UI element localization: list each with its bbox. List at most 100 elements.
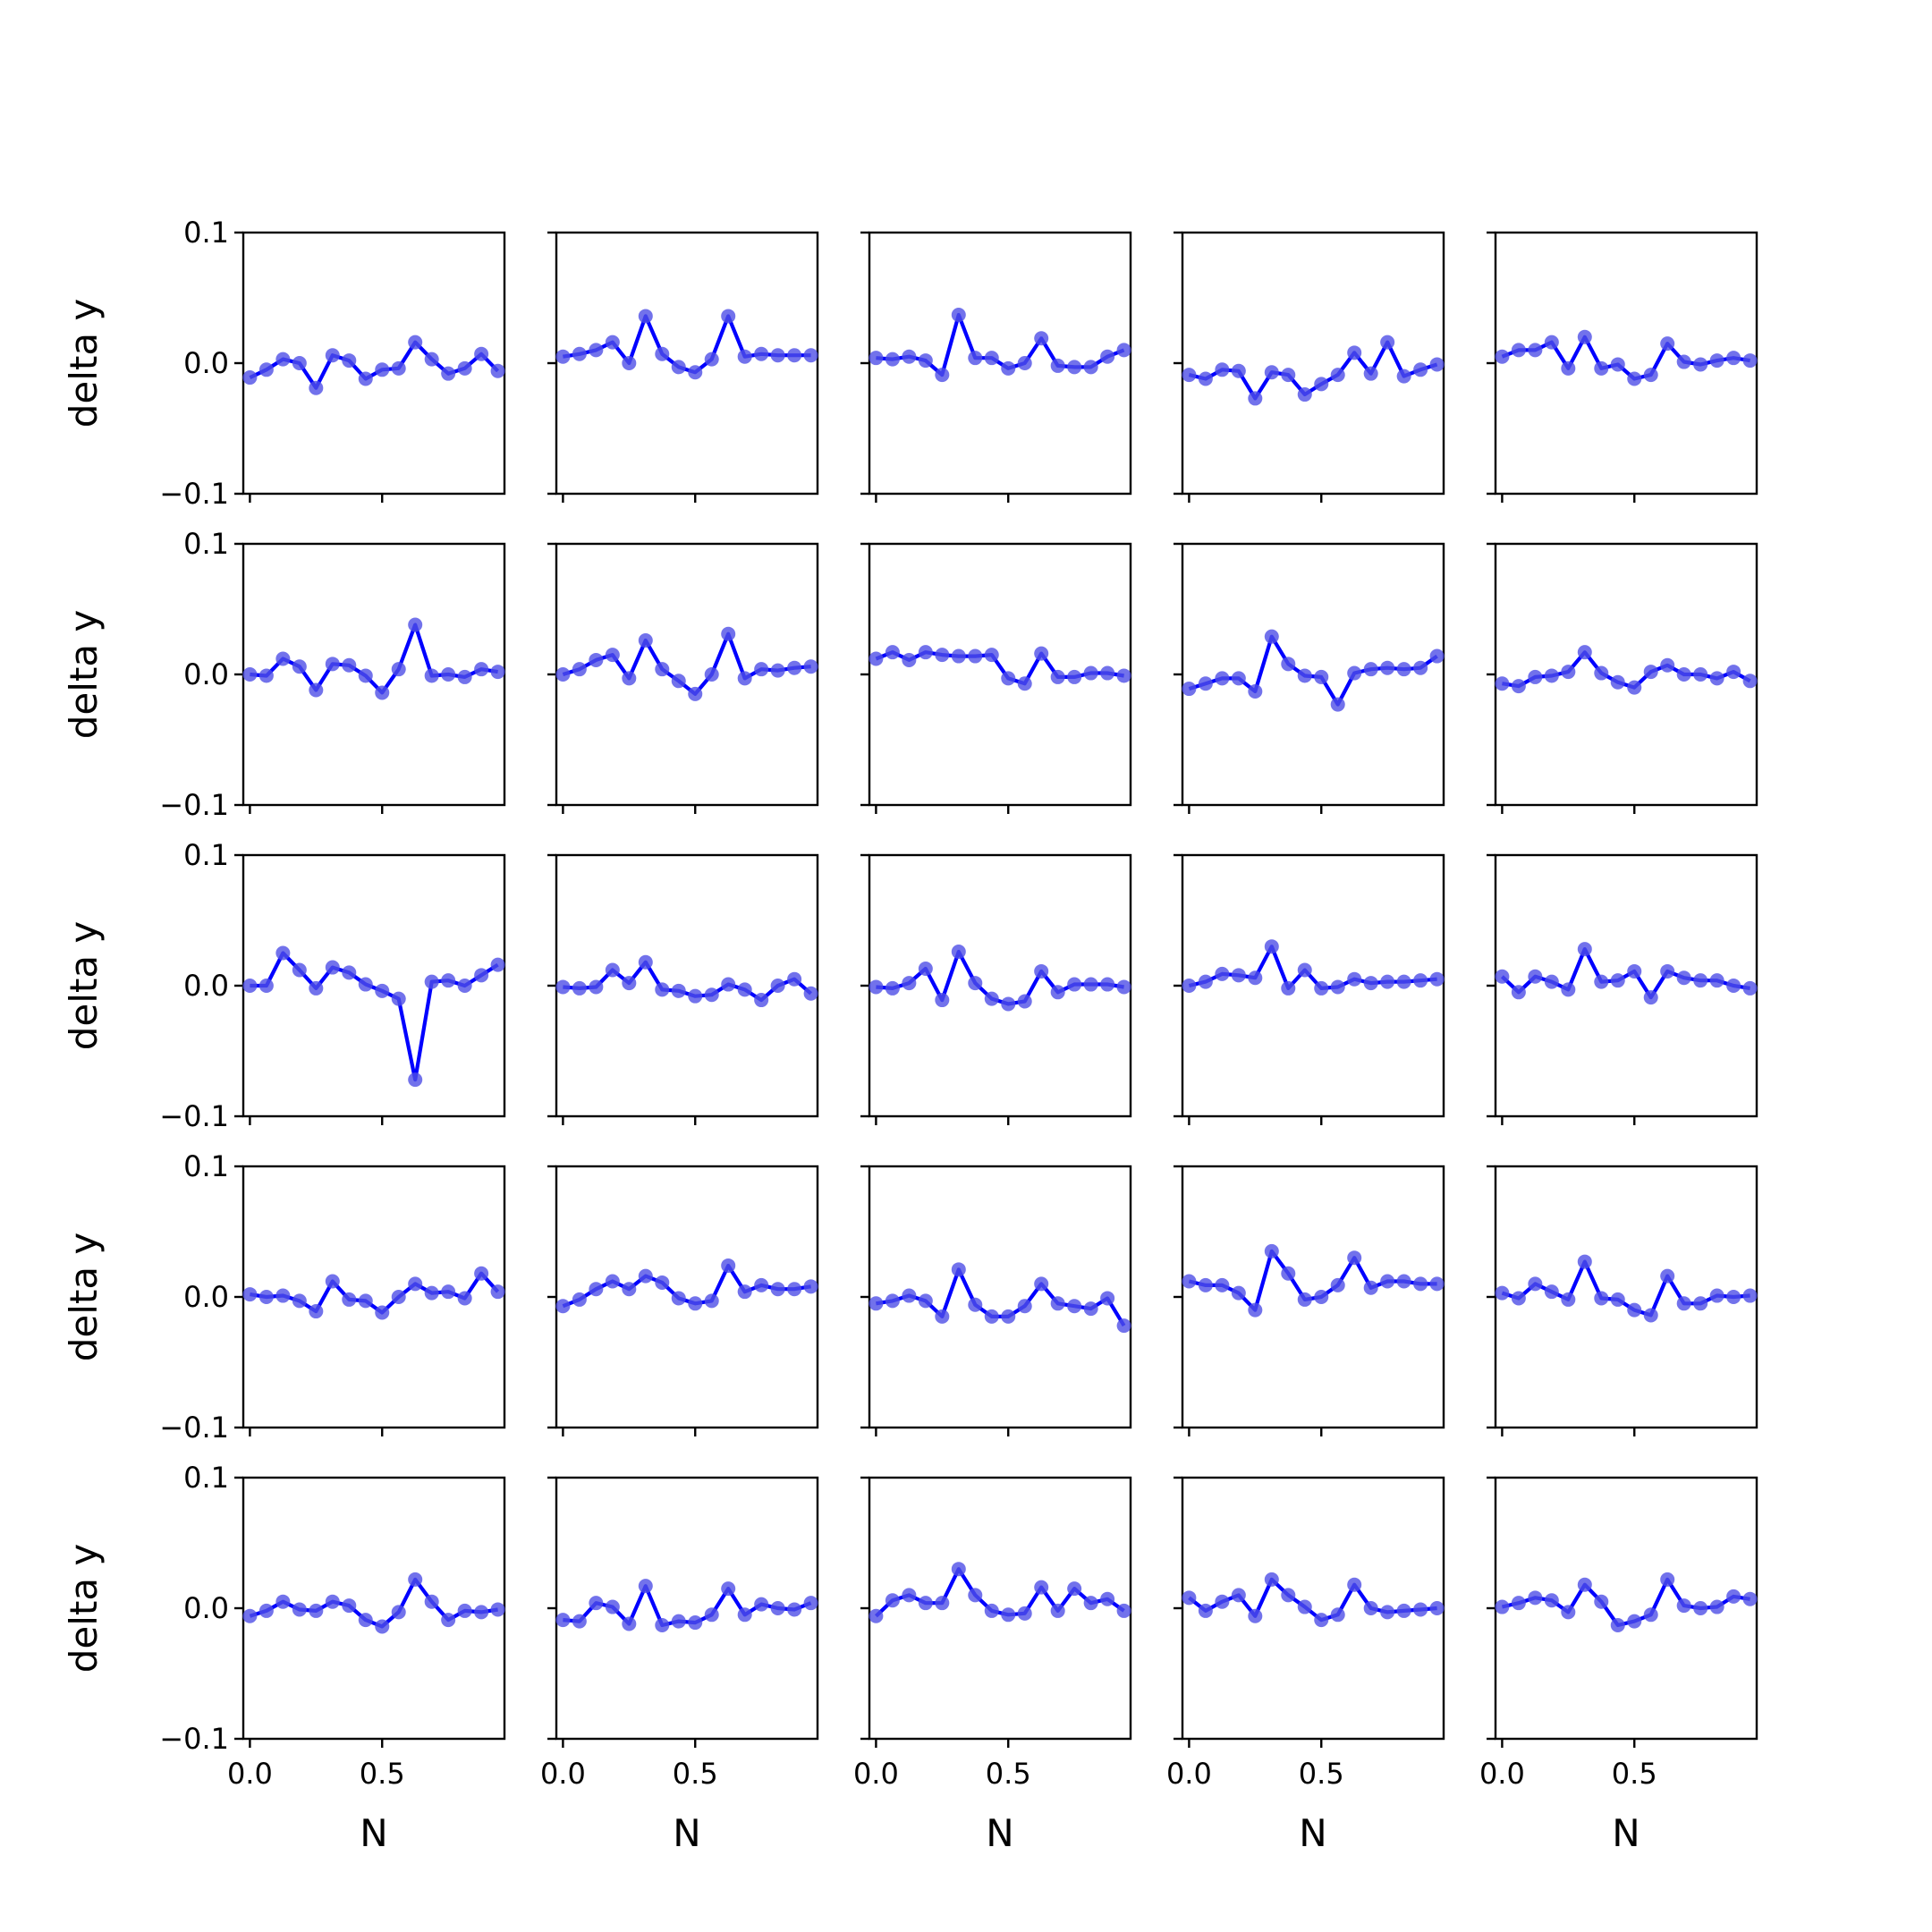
data-point bbox=[1396, 1274, 1411, 1289]
data-point bbox=[292, 356, 307, 370]
data-point bbox=[1347, 1250, 1362, 1266]
data-point bbox=[638, 954, 653, 970]
data-point bbox=[309, 682, 324, 698]
data-point bbox=[1544, 974, 1559, 989]
data-point bbox=[655, 662, 670, 677]
y-tick-label: 0.0 bbox=[183, 657, 229, 691]
data-point bbox=[1116, 668, 1131, 683]
data-point bbox=[1264, 629, 1279, 644]
data-point bbox=[358, 371, 373, 386]
data-point bbox=[869, 1296, 884, 1311]
data-point bbox=[622, 976, 637, 991]
data-point bbox=[951, 307, 966, 322]
data-point bbox=[869, 979, 884, 995]
data-point bbox=[391, 662, 406, 677]
data-point bbox=[1643, 1308, 1658, 1323]
data-point bbox=[1429, 357, 1445, 372]
data-point bbox=[1330, 368, 1345, 383]
data-point bbox=[935, 368, 950, 383]
data-point bbox=[408, 1072, 423, 1088]
panel-r2-c4 bbox=[1487, 853, 1758, 1125]
data-point bbox=[885, 980, 900, 996]
x-tick-label: 0.0 bbox=[853, 1757, 899, 1791]
series-line bbox=[1500, 946, 1750, 1000]
data-point bbox=[292, 1602, 307, 1617]
data-point bbox=[325, 1274, 340, 1289]
data-point bbox=[1577, 645, 1592, 660]
data-point bbox=[391, 991, 406, 1006]
data-point bbox=[1100, 665, 1115, 681]
y-tick-label: −0.1 bbox=[159, 788, 229, 822]
data-point bbox=[555, 1613, 571, 1628]
data-point bbox=[342, 965, 357, 980]
data-point bbox=[1413, 660, 1428, 675]
y-tick-label: 0.1 bbox=[183, 1149, 229, 1183]
data-point bbox=[1067, 1581, 1082, 1597]
data-point bbox=[1511, 1596, 1526, 1611]
panel-r4-c1: 0.0 0.5 N bbox=[540, 1476, 819, 1855]
series-line bbox=[249, 1577, 498, 1629]
data-point bbox=[968, 1588, 983, 1603]
data-point bbox=[622, 1282, 637, 1297]
data-point bbox=[1660, 657, 1675, 673]
data-point bbox=[1643, 1607, 1658, 1623]
x-axis-label: N bbox=[986, 1811, 1013, 1855]
data-point bbox=[885, 1593, 900, 1608]
data-point bbox=[638, 1268, 653, 1284]
data-point bbox=[1610, 1292, 1625, 1307]
data-point bbox=[1660, 1572, 1675, 1587]
series-line bbox=[875, 650, 1124, 686]
data-point bbox=[1396, 369, 1411, 384]
data-point bbox=[622, 356, 637, 370]
data-point bbox=[572, 346, 587, 361]
data-point bbox=[1116, 1318, 1131, 1334]
data-point bbox=[754, 1597, 769, 1612]
data-point bbox=[309, 980, 324, 996]
data-point bbox=[1264, 1572, 1279, 1587]
data-point bbox=[605, 335, 620, 350]
data-point bbox=[375, 983, 390, 998]
data-point bbox=[258, 1603, 274, 1618]
data-point bbox=[918, 1596, 933, 1611]
data-point bbox=[1083, 977, 1098, 992]
data-point bbox=[704, 987, 719, 1003]
data-point bbox=[1742, 674, 1758, 689]
data-point bbox=[325, 960, 340, 975]
data-point bbox=[457, 669, 472, 684]
data-point bbox=[1215, 671, 1230, 686]
data-point bbox=[1347, 345, 1362, 360]
panel-r2-c2 bbox=[860, 853, 1132, 1125]
axes-frame bbox=[1181, 231, 1445, 496]
data-point bbox=[622, 1616, 637, 1631]
data-point bbox=[441, 973, 456, 988]
data-point bbox=[342, 1598, 357, 1614]
data-point bbox=[1709, 353, 1724, 369]
data-point bbox=[1610, 674, 1625, 690]
y-tick-label: −0.1 bbox=[159, 1099, 229, 1133]
data-point bbox=[1231, 363, 1246, 378]
data-point bbox=[1429, 648, 1445, 664]
data-point bbox=[1017, 676, 1032, 691]
data-point bbox=[1330, 1277, 1345, 1292]
data-point bbox=[721, 1258, 736, 1273]
data-point bbox=[1198, 974, 1213, 989]
data-point bbox=[1742, 1288, 1758, 1303]
data-point bbox=[1017, 1299, 1032, 1314]
data-point bbox=[1413, 1602, 1428, 1617]
data-point bbox=[1594, 665, 1609, 681]
data-point bbox=[1429, 971, 1445, 987]
series-line bbox=[1188, 340, 1438, 401]
data-point bbox=[1363, 1280, 1378, 1295]
data-point bbox=[1429, 1601, 1445, 1615]
data-point bbox=[1067, 669, 1082, 684]
data-point bbox=[1709, 1599, 1724, 1614]
data-point bbox=[1413, 1276, 1428, 1292]
data-point bbox=[1017, 1606, 1032, 1621]
data-point bbox=[358, 1293, 373, 1309]
data-point bbox=[1297, 1599, 1312, 1614]
data-point bbox=[1544, 335, 1559, 350]
data-point bbox=[951, 1262, 966, 1277]
series-line bbox=[563, 1584, 812, 1628]
data-point bbox=[275, 1288, 291, 1303]
data-point bbox=[1413, 362, 1428, 377]
